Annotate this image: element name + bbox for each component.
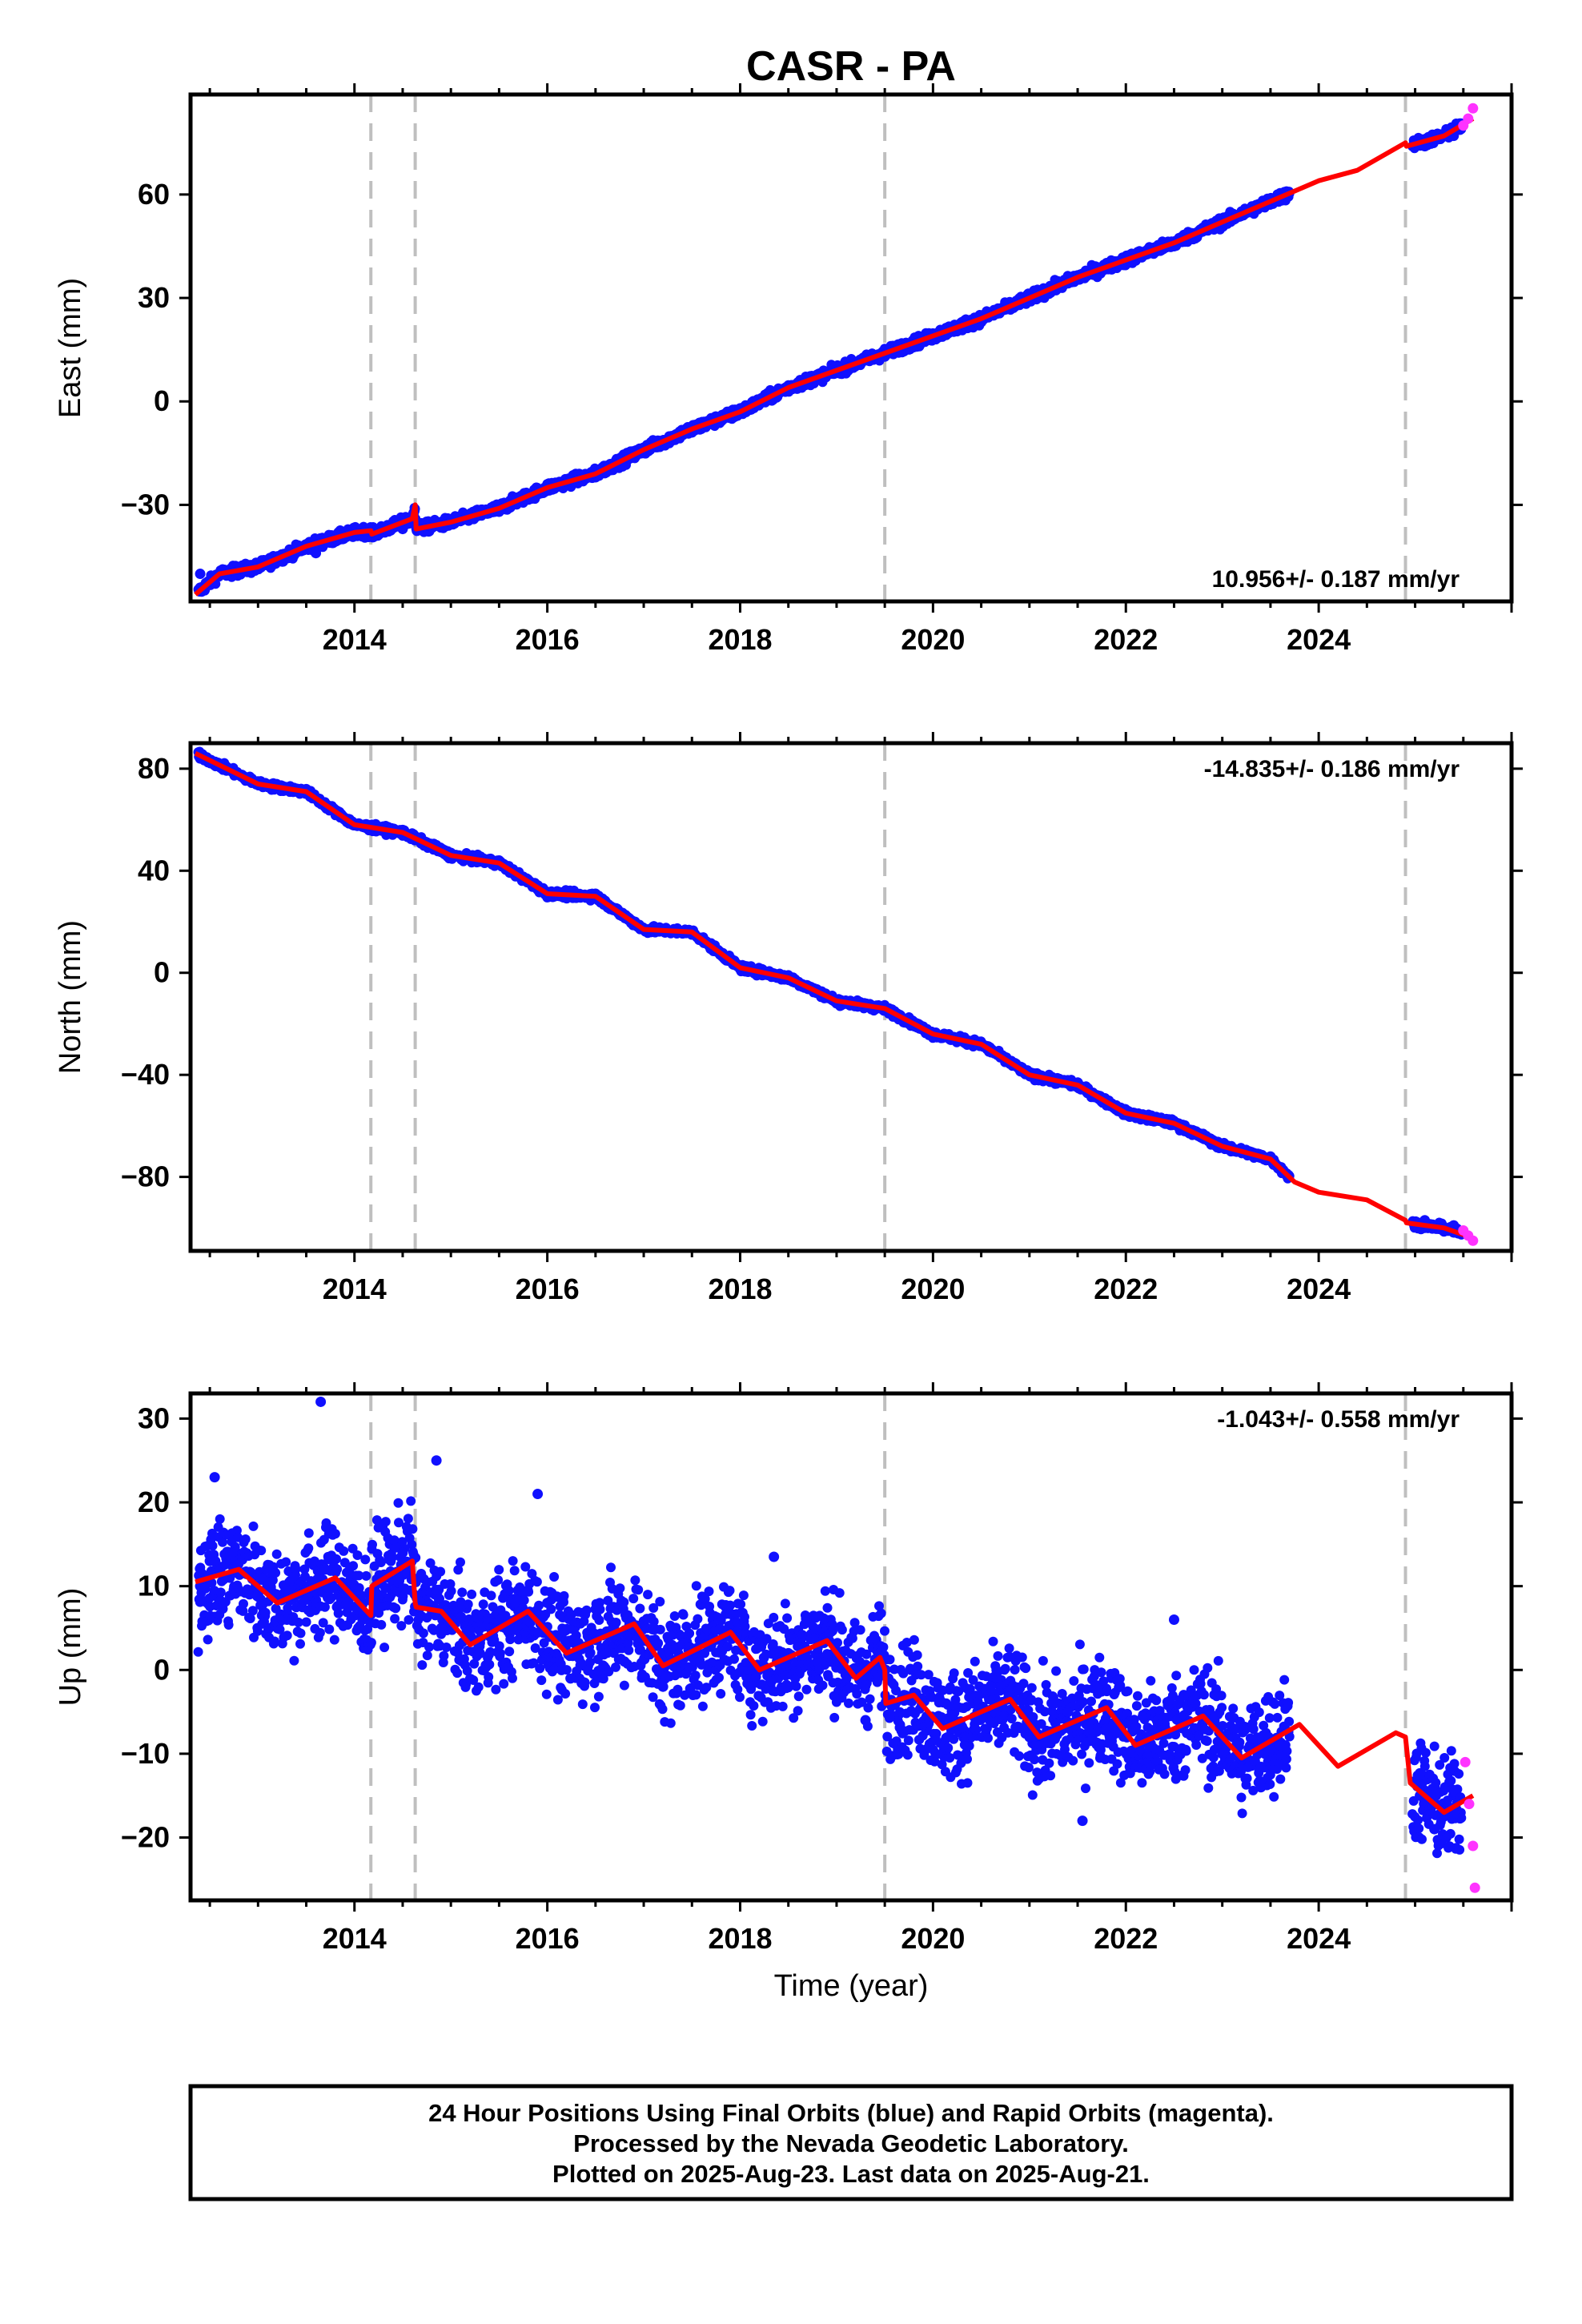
east-x-tick-label: 2014: [323, 623, 387, 656]
east-model-line: [194, 116, 1475, 597]
east-x-tick-label: 2018: [708, 623, 772, 656]
east-x-tick-label: 2022: [1094, 623, 1158, 656]
east-panel: 2014 2016 2018 2020 2022 2024 60 30 0 −30 East (mm…: [54, 83, 1523, 656]
east-final-orbit-cloud: [193, 118, 1467, 597]
east-rapid-orbit-point: [1468, 103, 1479, 114]
east-x-tick-label: 2016: [516, 623, 580, 656]
east-x-tick-label: 2020: [901, 623, 965, 656]
east-final-orbit-point: [195, 569, 206, 580]
east-x-tick-label: 2024: [1287, 623, 1351, 656]
east-final-orbit-point: [397, 524, 408, 535]
east-frame: [188, 92, 1514, 604]
east-plot-area: [193, 94, 1479, 601]
east-y-tick-label: 30: [138, 281, 170, 314]
north-panel: 2014 2016 2018 2020 2022 202480400−40−80North…: [54, 732, 1523, 1305]
east-y-tick-label: 60: [138, 178, 170, 211]
east-rapid-orbit-point: [1463, 113, 1474, 124]
east-y-tick-label: −30: [121, 488, 170, 521]
east-rate-label: 10.956+/- 0.187 mm/yr: [1212, 566, 1460, 593]
east-final-orbit-point: [311, 548, 322, 559]
figure-title: CASR - PA: [746, 43, 956, 90]
east-y-tick-label: 0: [154, 384, 170, 417]
east-y-axis-label: East (mm): [54, 278, 87, 418]
north-plot-area: [193, 743, 1479, 1251]
